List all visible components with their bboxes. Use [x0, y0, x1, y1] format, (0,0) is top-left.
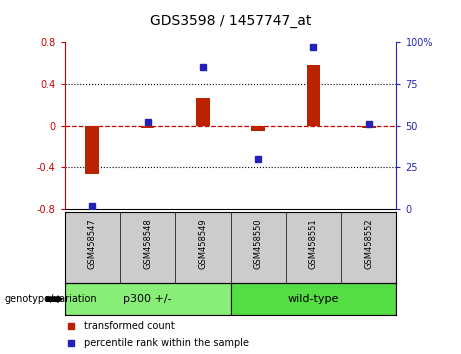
Bar: [307, 65, 320, 126]
Text: genotype/variation: genotype/variation: [5, 294, 97, 304]
Text: GSM458548: GSM458548: [143, 218, 152, 269]
Bar: [196, 98, 210, 126]
Text: percentile rank within the sample: percentile rank within the sample: [84, 338, 249, 348]
Bar: [85, 126, 99, 173]
Text: GSM458552: GSM458552: [364, 218, 373, 269]
Text: GSM458547: GSM458547: [88, 218, 97, 269]
Text: transformed count: transformed count: [84, 321, 175, 331]
Bar: [362, 126, 376, 128]
Text: wild-type: wild-type: [288, 294, 339, 304]
Text: GSM458550: GSM458550: [254, 218, 263, 269]
Bar: [141, 126, 154, 128]
Bar: [230, 283, 396, 315]
Text: p300 +/-: p300 +/-: [123, 294, 172, 304]
Text: GSM458549: GSM458549: [198, 218, 207, 269]
Text: GDS3598 / 1457747_at: GDS3598 / 1457747_at: [150, 14, 311, 28]
Bar: [251, 126, 265, 131]
Text: GSM458551: GSM458551: [309, 218, 318, 269]
Bar: [65, 283, 230, 315]
